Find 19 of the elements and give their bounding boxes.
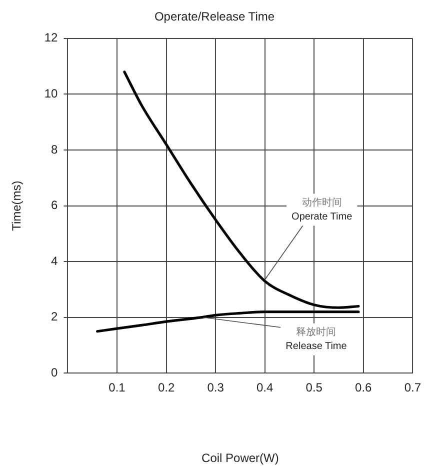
annotation: 释放时间 Release Time xyxy=(286,326,348,352)
x-tick-label: 0.3 xyxy=(207,380,224,395)
y-tick-label: 0 xyxy=(51,366,58,380)
chart-title: Operate/Release Time xyxy=(154,10,275,24)
annotation: 动作时间 Operate Time xyxy=(292,196,353,222)
y-tick-label: 6 xyxy=(51,198,58,212)
y-tick-label: 10 xyxy=(44,86,58,101)
x-tick-label: 0.7 xyxy=(404,380,422,395)
y-axis-title: Time(ms) xyxy=(10,180,24,231)
y-tick-label: 12 xyxy=(44,30,58,45)
x-tick-label: 0.5 xyxy=(306,380,323,395)
y-tick-label: 4 xyxy=(51,254,58,268)
x-tick-label: 0.1 xyxy=(108,380,126,395)
x-tick-label: 0.4 xyxy=(256,380,274,395)
x-tick-label: 0.6 xyxy=(355,380,372,395)
y-tick-label: 8 xyxy=(51,142,58,156)
y-tick-label: 2 xyxy=(51,310,58,324)
x-axis-title: Coil Power(W) xyxy=(202,451,279,466)
x-tick-label: 0.2 xyxy=(158,380,175,395)
